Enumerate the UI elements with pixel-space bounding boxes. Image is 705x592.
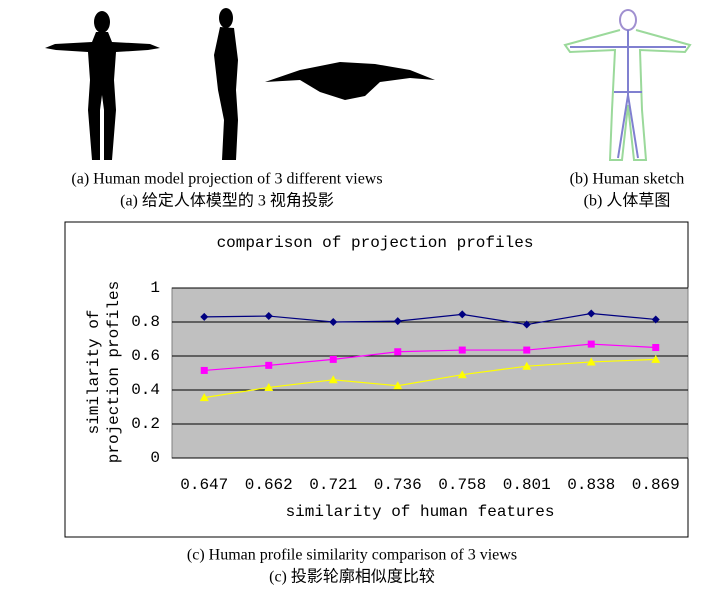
marker <box>265 362 272 369</box>
top-silhouette <box>265 62 435 100</box>
chart-title: comparison of projection profiles <box>217 234 534 252</box>
y-axis-title: projection profiles <box>105 281 123 463</box>
front-silhouette <box>45 11 160 160</box>
caption-b-zh: (b) 人体草图 <box>584 192 671 210</box>
y-tick-label: 0.6 <box>131 347 160 365</box>
caption-b: (b) Human sketch <box>570 171 685 188</box>
caption-a: (a) Human model projection of 3 differen… <box>71 171 382 188</box>
figure: (a) Human model projection of 3 differen… <box>0 0 705 592</box>
x-tick-label: 0.869 <box>632 476 680 494</box>
x-tick-label: 0.647 <box>180 476 228 494</box>
x-tick-label: 0.838 <box>567 476 615 494</box>
y-axis-title: similarity of <box>85 310 103 435</box>
plot-area <box>172 288 688 458</box>
caption-a-zh: (a) 给定人体模型的 3 视角投影 <box>120 192 334 210</box>
side-silhouette <box>214 8 238 160</box>
marker <box>523 347 530 354</box>
caption-c-zh: (c) 投影轮廓相似度比较 <box>269 568 435 586</box>
marker <box>652 344 659 351</box>
marker <box>201 367 208 374</box>
y-tick-label: 0.2 <box>131 415 160 433</box>
caption-c: (c) Human profile similarity comparison … <box>187 547 517 564</box>
x-tick-label: 0.801 <box>503 476 551 494</box>
sketch <box>565 10 690 160</box>
marker <box>330 356 337 363</box>
y-tick-label: 0 <box>150 449 160 467</box>
x-tick-label: 0.721 <box>309 476 357 494</box>
marker <box>588 341 595 348</box>
y-tick-label: 0.4 <box>131 381 160 399</box>
marker <box>394 348 401 355</box>
y-tick-label: 1 <box>150 279 160 297</box>
x-axis-title: similarity of human features <box>286 503 555 521</box>
marker <box>459 347 466 354</box>
x-tick-label: 0.662 <box>245 476 293 494</box>
y-tick-label: 0.8 <box>131 313 160 331</box>
x-tick-label: 0.736 <box>374 476 422 494</box>
x-tick-label: 0.758 <box>438 476 486 494</box>
